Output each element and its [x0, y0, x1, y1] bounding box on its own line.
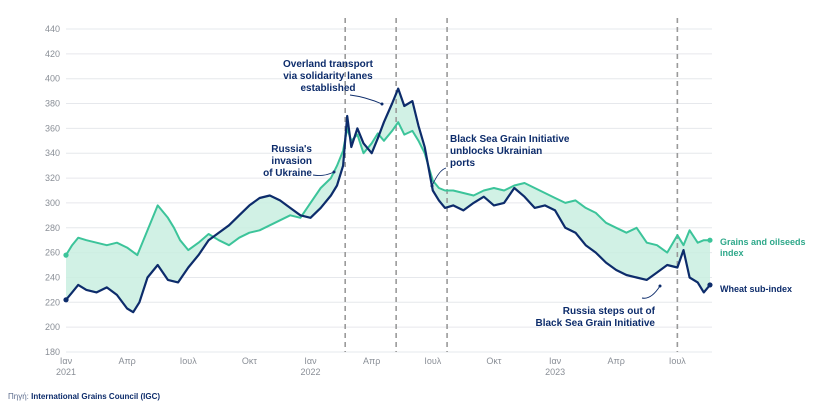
- wheat-line: [65, 87, 711, 314]
- annotation-line: ports: [450, 158, 475, 169]
- x-tick-label: Ιαν: [60, 356, 73, 366]
- x-tick-label: Απρ: [363, 356, 380, 366]
- x-tick-label: Ιουλ: [424, 356, 441, 366]
- y-tick-label: 340: [45, 148, 60, 158]
- y-tick-label: 420: [45, 49, 60, 59]
- annotation-arrow-head: [332, 170, 336, 174]
- y-tick-label: 360: [45, 123, 60, 133]
- y-tick-label: 220: [45, 297, 60, 307]
- y-tick-label: 400: [45, 74, 60, 84]
- series-lines: [63, 87, 713, 314]
- grains-start-point: [63, 252, 69, 258]
- source-prefix: Πηγή:: [8, 392, 29, 401]
- y-tick-label: 300: [45, 198, 60, 208]
- annotation-stepsout: Russia steps out of Black Sea Grain Initi…: [536, 306, 656, 329]
- annotation-line: Black Sea Grain Initiative: [450, 134, 570, 145]
- annotation-line: invasion: [271, 156, 312, 167]
- annotation-arrow-head: [658, 284, 662, 288]
- annotation-arrow: [641, 285, 661, 299]
- y-tick-label: 380: [45, 99, 60, 109]
- annotation-arrow: [312, 171, 335, 177]
- annotations: Overland transport via solidarity lanes es…: [263, 59, 662, 329]
- wheat-end-point: [707, 282, 713, 288]
- y-axis-ticks: 180 200 220 240 260 280 300 320 340 360 380 400 420 4…: [45, 24, 60, 357]
- difference-band: [66, 88, 710, 313]
- x-tick-label: Οκτ: [242, 356, 258, 366]
- legend-grains-oilseeds: Grains and oilseeds index: [720, 237, 806, 258]
- x-tick-label: Ιουλ: [180, 356, 197, 366]
- annotation-line: Black Sea Grain Initiative: [536, 318, 656, 329]
- difference-band-area: [66, 88, 710, 313]
- annotation-line: Russia's: [271, 144, 312, 155]
- y-tick-label: 200: [45, 322, 60, 332]
- x-tick-year-label: 2023: [545, 367, 565, 377]
- annotation-bsgi: Black Sea Grain Initiative unblocks Ukrai…: [450, 134, 570, 169]
- annotation-arrow-head: [380, 102, 384, 106]
- source-note: Πηγή: International Grains Council (IGC): [8, 392, 160, 401]
- y-tick-label: 280: [45, 223, 60, 233]
- x-tick-label: Οκτ: [486, 356, 502, 366]
- annotation-line: Russia steps out of: [563, 306, 656, 317]
- y-tick-label: 440: [45, 24, 60, 34]
- annotation-line: Overland transport: [283, 59, 374, 70]
- legend-line: index: [720, 248, 744, 258]
- x-tick-label: Απρ: [118, 356, 135, 366]
- grid-lines: [66, 28, 712, 353]
- annotation-invasion: Russia's invasion of Ukraine: [263, 144, 312, 179]
- annotation-line: of Ukraine: [263, 168, 312, 179]
- annotation-line: unblocks Ukrainian: [450, 146, 542, 157]
- y-tick-label: 180: [45, 347, 60, 357]
- y-tick-label: 240: [45, 272, 60, 282]
- annotation-overland: Overland transport via solidarity lanes es…: [283, 59, 374, 94]
- annotation-arrow: [431, 167, 447, 187]
- legend: Grains and oilseeds index Wheat sub-index: [720, 237, 806, 294]
- x-tick-year-label: 2021: [56, 367, 76, 377]
- x-tick-label: Απρ: [608, 356, 625, 366]
- source-name: International Grains Council (IGC): [31, 392, 161, 401]
- annotation-line: established: [300, 83, 355, 94]
- y-tick-label: 260: [45, 248, 60, 258]
- legend-line: Grains and oilseeds: [720, 237, 806, 247]
- annotation-arrow-head: [430, 184, 434, 188]
- legend-wheat: Wheat sub-index: [720, 284, 792, 294]
- event-lines: [344, 18, 679, 352]
- x-tick-label: Ιουλ: [669, 356, 686, 366]
- x-tick-label: Ιαν: [304, 356, 317, 366]
- wheat-start-point: [63, 297, 69, 303]
- x-tick-year-label: 2022: [301, 367, 321, 377]
- annotation-arrow: [349, 94, 383, 105]
- x-tick-label: Ιαν: [549, 356, 562, 366]
- grains-end-point: [707, 237, 713, 243]
- y-tick-label: 320: [45, 173, 60, 183]
- annotation-line: via solidarity lanes: [283, 71, 373, 82]
- grains-oilseeds-line: [65, 121, 710, 257]
- legend-line: Wheat sub-index: [720, 284, 792, 294]
